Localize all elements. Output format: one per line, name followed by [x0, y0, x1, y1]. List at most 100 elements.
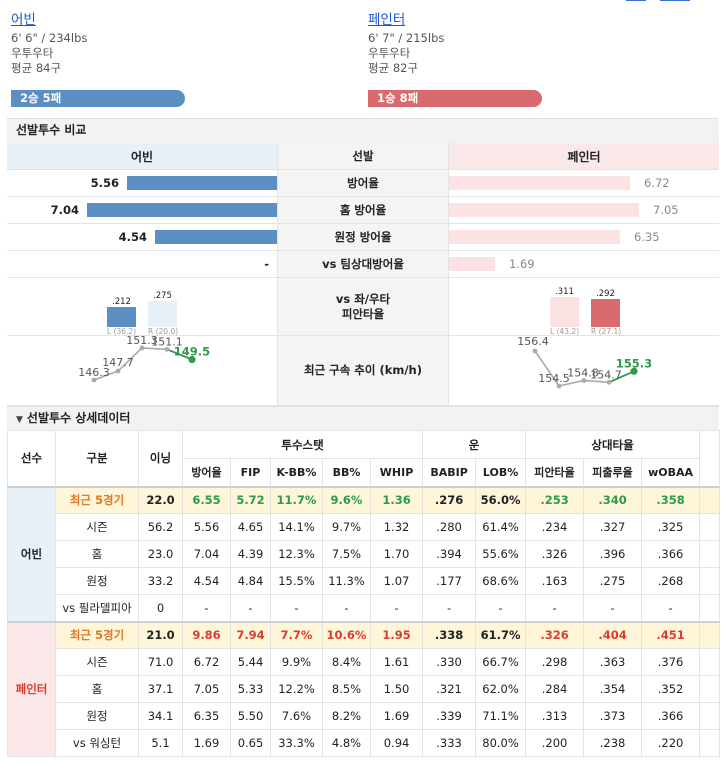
split-avg-l: .311 [555, 287, 574, 297]
compare-bar-left [87, 203, 277, 217]
compare-value-right: 7.05 [653, 203, 679, 217]
stat-cell: .200 [525, 729, 585, 757]
col-header-stat: wOBAA [641, 458, 701, 487]
player-name-cell: 어빈 [7, 485, 56, 622]
compare-stat-row: 4.54 원정 방어율 6.35 [7, 224, 719, 251]
col-header-stat: BABIP [422, 458, 477, 487]
stat-cell: 0 [138, 594, 183, 622]
row-type-cell: 시즌 [55, 648, 139, 676]
stat-cell: 4.65 [230, 513, 271, 541]
compare-stat-row: 7.04 홈 방어율 7.05 [7, 197, 719, 224]
section-header-detail[interactable]: ▼ 선발투수 상세데이터 [7, 406, 719, 430]
stat-cell: 1.50 [369, 675, 424, 703]
overflow-cell [699, 648, 721, 676]
player-pitches-left: 평균 84구 [11, 61, 62, 75]
overflow-cell [699, 729, 721, 757]
compare-bar-left [127, 176, 277, 190]
section-header-compare: 선발투수 비교 [7, 118, 719, 143]
velo-label: 151.1 [151, 336, 183, 348]
col-header-player: 선수 [7, 430, 56, 487]
stat-cell: 4.8% [322, 729, 371, 757]
record-bar-right: 1승 8패 [368, 90, 542, 107]
col-header-type: 구분 [55, 430, 139, 487]
stat-cell: - [475, 594, 527, 622]
velo-point [115, 368, 121, 374]
stat-cell: - [270, 594, 323, 622]
stat-cell: .177 [422, 567, 477, 595]
velo-line-latest [608, 370, 635, 384]
stat-cell: .333 [422, 729, 477, 757]
compare-stat-row: 5.56 방어율 6.72 [7, 170, 719, 197]
stat-cell: .238 [583, 729, 643, 757]
stat-cell: .366 [641, 540, 701, 568]
table-row: 원정 33.2 4.54 4.84 15.5% 11.3% 1.07.177 68.6% .16… [8, 567, 721, 595]
stat-cell: .358 [641, 485, 701, 514]
stat-cell: 34.1 [138, 702, 183, 730]
row-type-cell: 원정 [55, 567, 139, 595]
split-chart-right: .311 L (43.2) .292 R (27.1) [550, 287, 621, 336]
stat-cell: .280 [422, 513, 477, 541]
stat-cell: 9.7% [322, 513, 371, 541]
stat-cell: 0.94 [369, 729, 424, 757]
stat-cell: - [369, 594, 424, 622]
stat-cell: 22.0 [138, 485, 183, 514]
stat-cell: 23.0 [138, 540, 183, 568]
velo-label: 154.8 [567, 366, 599, 379]
stat-cell: 9.86 [182, 620, 231, 649]
stat-cell: 1.95 [369, 620, 424, 649]
stat-cell: 33.2 [138, 567, 183, 595]
stat-cell: 5.44 [230, 648, 271, 676]
velo-point [164, 346, 170, 352]
stat-cell: 71.0 [138, 648, 183, 676]
stat-cell: .340 [583, 485, 643, 514]
compare-value-left: - [264, 257, 269, 271]
col-header-stat: FIP [230, 458, 271, 487]
group-header-luck: 운 [422, 430, 527, 459]
velo-label: 156.4 [517, 336, 549, 348]
compare-label: 홈 방어율 [277, 197, 449, 223]
stat-cell: 15.5% [270, 567, 323, 595]
split-right-cell: .311 L (43.2) .292 R (27.1) [449, 278, 719, 336]
stat-cell: 8.4% [322, 648, 371, 676]
stat-cell: .366 [641, 702, 701, 730]
record-bar-left: 2승 5패 [11, 90, 185, 107]
stat-cell: .326 [525, 540, 585, 568]
compare-left-cell: - [7, 251, 277, 277]
col-header-stat: WHIP [369, 458, 424, 487]
compare-value-left: 5.56 [90, 176, 119, 190]
group-header-opp-avg: 상대타율 [525, 430, 701, 459]
stat-cell: 4.54 [182, 567, 231, 595]
player-name-link-right[interactable]: 페인터 [368, 12, 406, 28]
stat-cell: .352 [641, 675, 701, 703]
compare-label: 방어율 [277, 170, 449, 196]
stat-cell: .354 [583, 675, 643, 703]
table-row: 홈 37.1 7.05 5.33 12.2% 8.5% 1.50.321 62.0% .284.… [8, 675, 721, 703]
overflow-cell [699, 594, 721, 622]
velo-label: 154.7 [590, 368, 622, 381]
velo-label: 154.5 [538, 372, 570, 385]
stat-cell: .327 [583, 513, 643, 541]
table-row: 어빈 최근 5경기 22.0 6.55 5.72 11.7% 9.6% 1.36.276 56.… [7, 485, 721, 622]
velo-point [581, 378, 587, 383]
player-name-link-left[interactable]: 어빈 [11, 12, 36, 28]
stat-cell: 1.32 [369, 513, 424, 541]
split-sub-l: L (36.2) [107, 327, 136, 336]
player-name-cell: 페인터 [7, 620, 56, 757]
stat-cell: 5.1 [138, 729, 183, 757]
stat-cell: 55.6% [475, 540, 527, 568]
split-bar-l [550, 297, 579, 327]
compare-right-cell: 1.69 [449, 251, 719, 277]
stat-cell: 1.70 [369, 540, 424, 568]
collapse-triangle-icon[interactable]: ▼ [16, 415, 23, 425]
col-header-stat: 피안타율 [525, 458, 585, 487]
velo-line-history [534, 350, 610, 387]
table-row: 페인터 최근 5경기 21.0 9.86 7.94 7.7% 10.6% 1.95.338 61… [7, 620, 721, 757]
stat-cell: 1.69 [182, 729, 231, 757]
stat-cell: 61.4% [475, 513, 527, 541]
compare-bar-right [449, 203, 639, 217]
overflow-cell [699, 620, 721, 649]
stat-cell: 6.35 [182, 702, 231, 730]
compare-left-cell: 4.54 [7, 224, 277, 250]
split-left-cell: .212 L (36.2) .275 R (20.0) [7, 278, 277, 336]
